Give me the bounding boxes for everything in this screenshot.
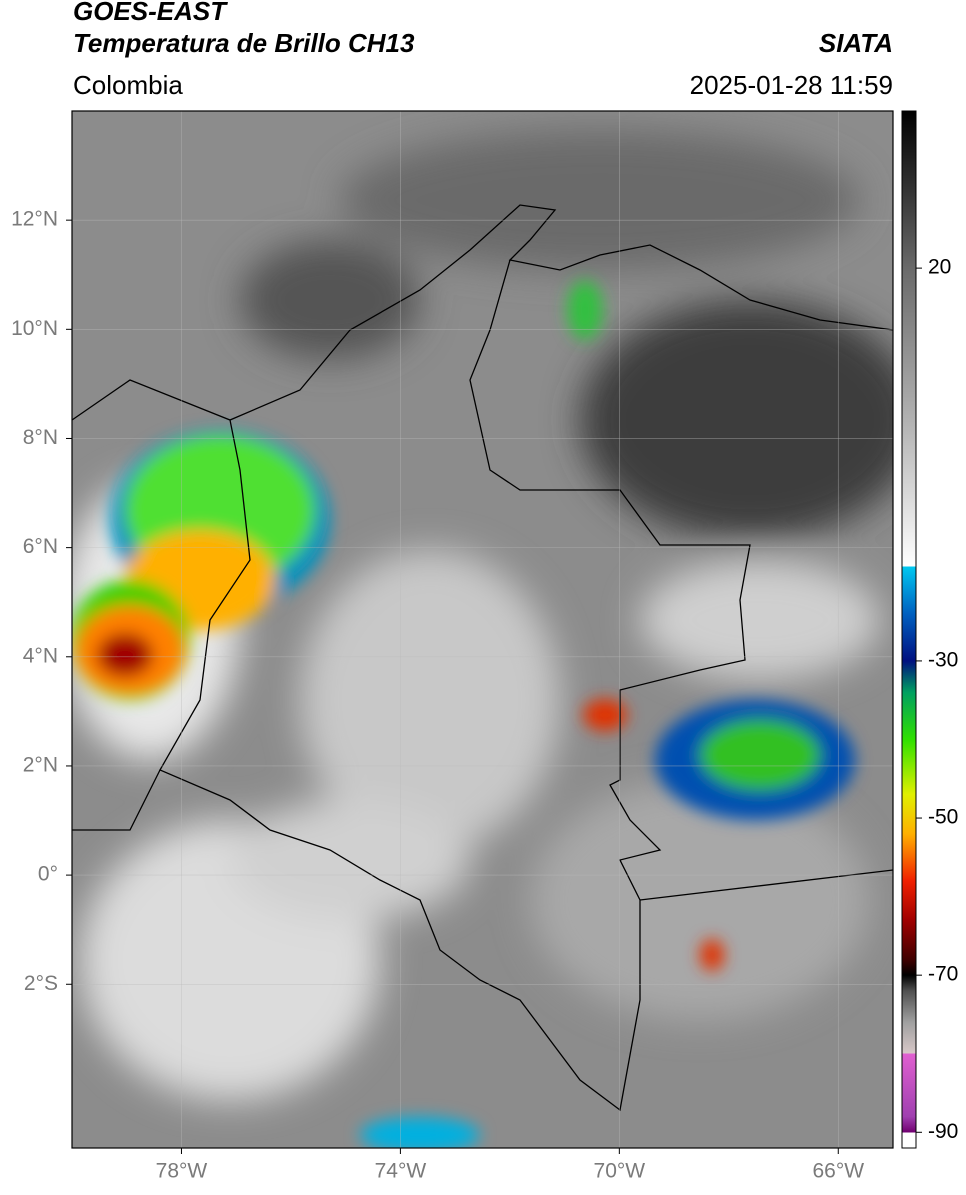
y-tick-label: 4°N bbox=[23, 644, 58, 667]
datetime: 2025-01-28 11:59 bbox=[690, 70, 893, 100]
x-tick-label: 78°W bbox=[156, 1160, 208, 1183]
satellite-image bbox=[72, 111, 893, 1148]
colorbar-tick-label: 20 bbox=[928, 256, 951, 279]
colorbar-tick-label: -70 bbox=[928, 963, 958, 986]
x-tick-label: 66°W bbox=[812, 1160, 864, 1183]
satellite: GOES-EAST bbox=[73, 0, 228, 26]
y-tick-label: 10°N bbox=[11, 317, 58, 340]
y-tick-label: 8°N bbox=[23, 426, 58, 449]
source: SIATA bbox=[819, 28, 893, 58]
colorbar bbox=[901, 110, 917, 1149]
map-frame bbox=[71, 110, 894, 1149]
y-tick-label: 2°S bbox=[24, 972, 58, 995]
y-tick-label: 0° bbox=[38, 863, 58, 886]
y-tick-label: 12°N bbox=[11, 208, 58, 231]
x-tick-label: 74°W bbox=[375, 1160, 427, 1183]
colorbar-tick-label: -90 bbox=[928, 1120, 958, 1143]
region: Colombia bbox=[73, 70, 183, 100]
colorbar-tick-label: -30 bbox=[928, 648, 958, 671]
y-tick-label: 6°N bbox=[23, 535, 58, 558]
y-tick-label: 2°N bbox=[23, 753, 58, 776]
title: Temperatura de Brillo CH13 bbox=[73, 28, 415, 58]
colorbar-tick-label: -50 bbox=[928, 806, 958, 829]
x-tick-label: 70°W bbox=[594, 1160, 646, 1183]
